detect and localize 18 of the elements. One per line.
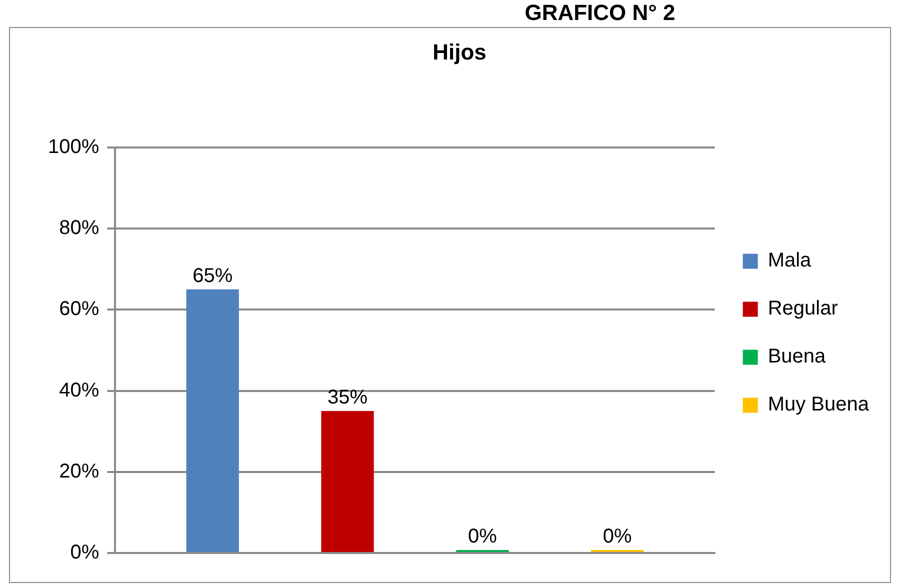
data-label: 0% [468, 526, 498, 548]
legend-label: Regular [768, 298, 838, 320]
y-tick-label: 40% [59, 379, 100, 402]
legend-label: Mala [768, 250, 812, 272]
data-label: 0% [602, 526, 632, 548]
chart-title: Hijos [432, 39, 486, 64]
y-tick-label: 80% [59, 217, 100, 240]
legend-label: Buena [768, 346, 827, 368]
y-tick-label: 100% [48, 136, 100, 158]
data-label: 35% [328, 386, 368, 409]
bar [321, 411, 374, 552]
legend-label: Muy Buena [768, 394, 870, 416]
y-tick-label: 20% [59, 460, 100, 482]
y-tick-label: 60% [59, 298, 100, 320]
text: GRAFICO N° 2 [524, 0, 676, 26]
data-label: 65% [192, 264, 233, 287]
bar [186, 289, 239, 552]
y-tick-label: 0% [70, 542, 100, 564]
